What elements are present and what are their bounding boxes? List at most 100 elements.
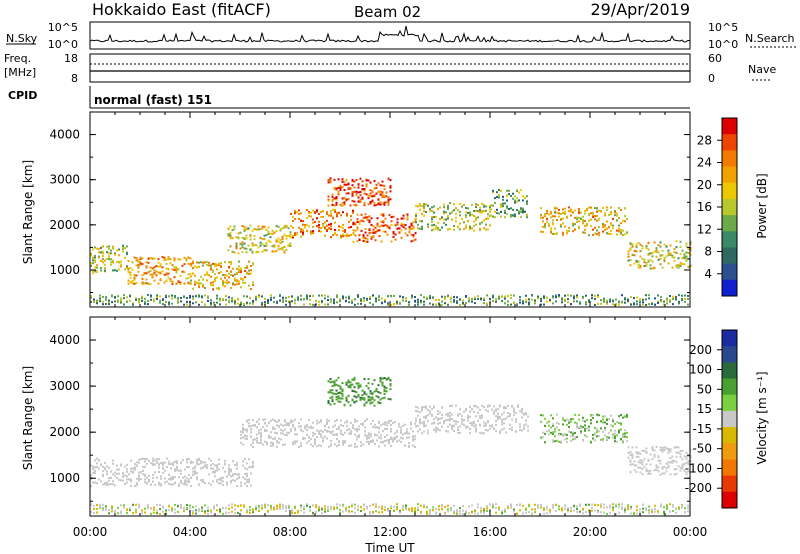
power-ground-cell (327, 299, 329, 301)
power-echo-cell (355, 194, 358, 196)
velocity-echo-cell (244, 437, 246, 440)
power-echo-cell (669, 253, 672, 256)
power-echo-cell (354, 229, 357, 232)
velocity-echo-cell (400, 429, 402, 432)
power-ground-cell (474, 296, 476, 299)
power-echo-cell (483, 204, 485, 207)
power-echo-cell (586, 224, 588, 227)
power-echo-cell (324, 227, 326, 230)
power-echo-cell (102, 258, 104, 261)
power-echo-cell (212, 281, 214, 284)
power-echo-cell (384, 217, 387, 220)
velocity-echo-cell (178, 476, 180, 478)
velocity-echo-cell (627, 452, 630, 454)
velocity-echo-cell (138, 474, 140, 477)
power-ground-cell (414, 299, 416, 302)
velocity-echo-cell (602, 415, 604, 418)
power-echo-cell (363, 189, 366, 192)
velocity-echo-cell (314, 433, 316, 435)
power-ground-cell (642, 298, 644, 301)
velocity-echo-cell (98, 459, 100, 462)
power-echo-cell (479, 206, 481, 209)
power-echo-cell (300, 219, 302, 222)
velocity-echo-cell (357, 385, 360, 387)
power-echo-cell (471, 203, 473, 206)
velocity-echo-cell (655, 468, 658, 471)
velocity-echo-cell (349, 384, 352, 387)
power-echo-cell (185, 277, 188, 280)
velocity-echo-cell (158, 466, 160, 469)
power-echo-cell (679, 252, 682, 255)
velocity-echo-cell (306, 428, 308, 431)
power-echo-cell (220, 262, 222, 265)
power-echo-cell (96, 270, 98, 273)
power-echo-cell (502, 198, 504, 201)
power-echo-cell (257, 225, 260, 228)
power-ground-cell (282, 296, 284, 299)
power-echo-cell (384, 230, 387, 233)
power-echo-cell (620, 232, 622, 235)
x-tick-label: 12:00 (373, 525, 408, 539)
power-ground-cell (510, 303, 512, 306)
power-ground-cell (102, 295, 104, 298)
velocity-echo-cell (479, 414, 481, 417)
velocity-ground-cell (264, 506, 266, 509)
velocity-ground-cell (555, 503, 557, 506)
power-ground-cell (309, 295, 311, 298)
velocity-echo-cell (320, 444, 322, 447)
freq-tick-bottom: 8 (71, 72, 78, 85)
power-echo-cell (449, 212, 451, 215)
velocity-echo-cell (110, 470, 112, 473)
power-echo-cell (187, 282, 190, 285)
power-echo-cell (252, 262, 254, 265)
power-echo-cell (679, 264, 682, 267)
power-ground-cell (201, 296, 203, 299)
velocity-echo-cell (574, 413, 576, 416)
power-echo-cell (214, 265, 216, 267)
power-echo-cell (290, 236, 292, 238)
velocity-echo-cell (608, 432, 610, 435)
velocity-ground-cell (288, 506, 290, 509)
velocity-ground-cell (270, 506, 272, 509)
velocity-echo-cell (244, 458, 246, 461)
power-echo-cell (263, 225, 266, 228)
power-echo-cell (370, 231, 373, 234)
velocity-echo-cell (240, 437, 242, 440)
velocity-ground-cell (525, 508, 527, 511)
power-echo-cell (542, 230, 544, 233)
power-ground-cell (573, 297, 575, 300)
power-echo-cell (306, 229, 308, 232)
velocity-ground-cell (687, 504, 689, 507)
velocity-echo-cell (671, 455, 674, 458)
power-echo-cell (663, 258, 666, 261)
velocity-echo-cell (242, 423, 244, 426)
velocity-echo-cell (250, 484, 252, 487)
power-echo-cell (240, 271, 242, 274)
velocity-echo-cell (353, 386, 356, 389)
power-echo-cell (504, 209, 506, 212)
power-echo-cell (500, 203, 502, 205)
velocity-echo-cell (252, 465, 254, 468)
power-echo-cell (129, 281, 132, 284)
power-echo-cell (408, 228, 411, 231)
velocity-echo-cell (453, 429, 455, 432)
velocity-colorbar-block (722, 346, 737, 363)
velocity-echo-cell (335, 398, 338, 401)
power-ground-cell (657, 294, 659, 297)
power-echo-cell (400, 222, 403, 225)
power-echo-cell (376, 217, 379, 220)
velocity-echo-cell (412, 444, 414, 447)
power-echo-cell (367, 203, 370, 206)
power-ground-cell (642, 303, 644, 306)
velocity-echo-cell (372, 439, 374, 442)
power-echo-cell (334, 231, 336, 234)
power-echo-cell (421, 225, 423, 228)
velocity-ground-cell (414, 509, 416, 512)
power-echo-cell (255, 250, 258, 253)
power-echo-cell (469, 225, 471, 228)
velocity-ground-cell (381, 511, 383, 514)
velocity-echo-cell (274, 427, 276, 430)
velocity-echo-cell (338, 444, 340, 447)
power-echo-cell (459, 210, 461, 213)
power-echo-cell (596, 219, 598, 222)
